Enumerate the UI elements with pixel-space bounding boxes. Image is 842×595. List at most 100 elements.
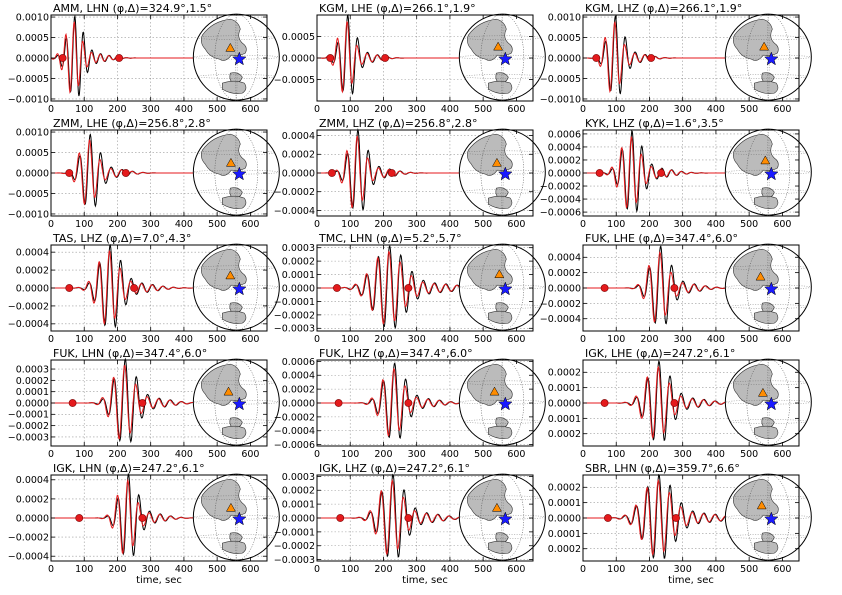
phase-pick-marker [381, 54, 390, 62]
land-australia [488, 195, 513, 209]
y-tick-label: −0.0005 [540, 74, 581, 85]
x-tick-label: 0 [48, 219, 54, 230]
meridian-line [480, 13, 525, 101]
subplot-title: IGK, LHZ (φ,Δ)=247.2°,6.1° [319, 462, 470, 475]
subplot-2: KGM, LHE (φ,Δ)=266.1°,1.9° 0 100 200 300 400 5… [274, 2, 546, 115]
x-tick-label: 500 [474, 219, 492, 230]
y-tick-label: −0.0004 [274, 426, 315, 437]
x-tick-label: 200 [374, 449, 392, 460]
parallel-line [729, 419, 807, 424]
subplot-8: TMC, LHN (φ,Δ)=5.2°,5.7° 0 100 200 300 400 500… [274, 232, 546, 345]
land-australia [222, 540, 247, 554]
y-tick-label: −0.0002 [274, 187, 315, 198]
x-tick-label: 300 [674, 449, 692, 460]
y-tick-label: 0.0004 [282, 371, 315, 382]
parallel-line [197, 74, 275, 79]
x-tick-label: 200 [374, 219, 392, 230]
parallel-line [463, 265, 541, 270]
y-tick-label: 0.0000 [548, 283, 581, 294]
inset-globe [724, 358, 812, 446]
y-tick-label: −0.0005 [8, 74, 49, 85]
land-asia [733, 363, 779, 406]
y-tick-label: 0.0000 [16, 398, 49, 409]
y-tick-label: 0.0004 [548, 253, 581, 264]
star-icon [764, 396, 779, 411]
subplot-9: FUK, LHE (φ,Δ)=347.4°,6.0° 0 100 200 300 400 5… [540, 232, 812, 345]
y-tick-label: −0.0006 [274, 440, 315, 451]
x-tick-label: 0 [580, 564, 586, 575]
y-tick-label: 0.0004 [16, 475, 49, 486]
parallel-line [729, 380, 807, 385]
triangle-icon [759, 41, 770, 51]
parallel-line [197, 534, 275, 539]
y-tick-label: −0.0001 [274, 297, 315, 308]
subplot-title: ZMM, LHZ (φ,Δ)=256.8°,2.8° [319, 117, 478, 130]
meridian-line [214, 243, 259, 331]
y-tick-label: −0.0003 [274, 555, 315, 566]
meridian-line [480, 358, 525, 446]
y-tick-label: −0.0002 [8, 421, 49, 432]
y-tick-label: 0.0000 [16, 168, 49, 179]
phase-pick-marker [604, 514, 612, 522]
star-icon [764, 51, 779, 66]
land-asia [201, 133, 247, 176]
y-tick-label: 0.0002 [282, 150, 315, 161]
triangle-icon [225, 42, 236, 52]
x-tick-label: 0 [314, 334, 320, 345]
parallel-line [729, 189, 807, 194]
x-tick-label: 400 [175, 219, 193, 230]
phase-pick-marker [336, 514, 345, 522]
x-tick-label: 500 [474, 334, 492, 345]
triangle-icon [223, 386, 234, 396]
land-australia [754, 80, 779, 94]
triangle-icon [226, 502, 236, 512]
star-icon [764, 166, 779, 181]
y-tick-label: 0.0003 [282, 243, 315, 254]
x-tick-label: 100 [75, 104, 93, 115]
y-tick-label: 0.0000 [282, 168, 315, 179]
meridian-line [746, 473, 791, 561]
y-tick-label: −0.0003 [8, 432, 49, 443]
land-asia [733, 133, 779, 176]
x-tick-label: 500 [208, 219, 226, 230]
land-australia [754, 540, 779, 554]
subplot-title: TMC, LHN (φ,Δ)=5.2°,5.7° [318, 232, 462, 245]
phase-pick-marker [75, 514, 84, 522]
x-tick-label: 300 [142, 104, 160, 115]
meridian-line [214, 13, 259, 101]
land-australia [754, 310, 779, 324]
meridian-line [746, 13, 791, 101]
x-tick-label: 200 [640, 334, 658, 345]
subplot-title: FUK, LHE (φ,Δ)=347.4°,6.0° [585, 232, 738, 245]
parallel-line [197, 419, 275, 424]
x-tick-label: 400 [441, 104, 459, 115]
parallel-line [463, 150, 541, 155]
x-tick-label: 600 [241, 334, 259, 345]
x-tick-label: 600 [773, 219, 791, 230]
parallel-line [729, 265, 807, 270]
subplot-5: ZMM, LHZ (φ,Δ)=256.8°,2.8° 0 100 200 300 400 5… [274, 117, 546, 230]
x-tick-label: 200 [108, 334, 126, 345]
y-tick-label: 0.0006 [282, 357, 315, 368]
y-tick-label: 0.0002 [548, 155, 581, 166]
phase-pick-marker [647, 54, 656, 62]
x-tick-label: 200 [640, 104, 658, 115]
meridian-line [501, 128, 504, 216]
y-tick-label: 0.0000 [282, 53, 315, 64]
x-tick-label: 0 [48, 334, 54, 345]
x-tick-label: 600 [507, 564, 525, 575]
y-tick-label: 0.0004 [282, 131, 315, 142]
phase-pick-marker [387, 169, 396, 177]
y-tick-label: 0.0000 [282, 283, 315, 294]
inset-globe [192, 473, 280, 561]
star-icon [232, 396, 247, 411]
subplot-title: KYK, LHZ (φ,Δ)=1.6°,3.5° [585, 117, 724, 130]
y-tick-label: 0.0002 [16, 265, 49, 276]
y-tick-label: 0.0010 [16, 12, 49, 23]
meridian-line [501, 13, 504, 101]
x-tick-label: 400 [707, 219, 725, 230]
land-australia [488, 310, 513, 324]
x-tick-label: 200 [374, 104, 392, 115]
star-icon [498, 51, 513, 66]
star-icon [764, 281, 779, 296]
